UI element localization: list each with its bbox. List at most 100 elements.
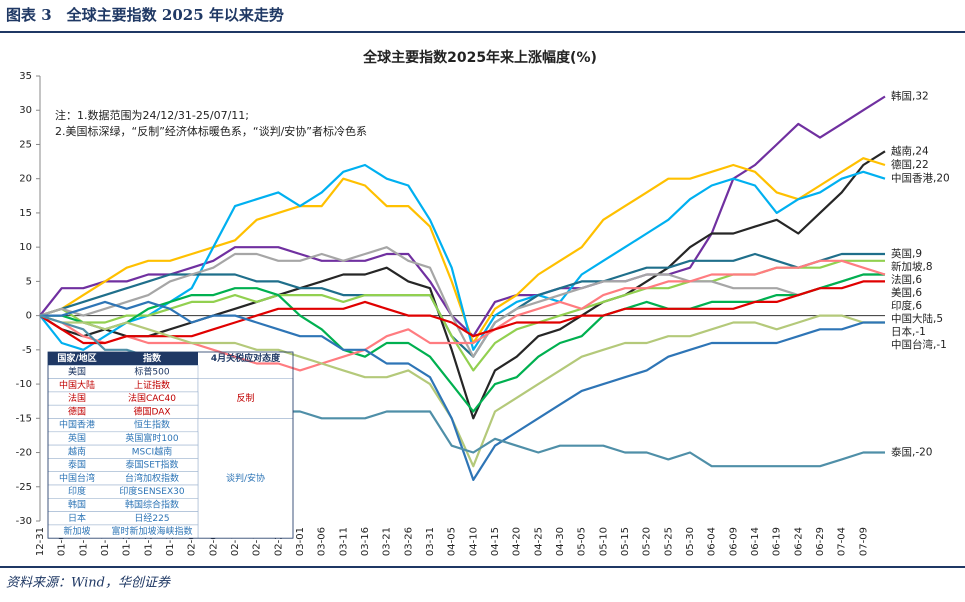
source: 资料来源：Wind，华创证券 [6,576,171,591]
x-tick-label: 06-24 [793,527,804,556]
y-tick-label: 0 [26,311,32,322]
x-tick-label: 01-20 [122,527,133,556]
y-tick-label: 30 [19,105,32,116]
x-tick-label: 02-09 [208,527,219,556]
x-tick-label: 05-05 [577,527,588,556]
x-tick-label: 02-19 [252,527,263,556]
x-tick-label: 04-05 [447,527,458,556]
end-label: 法国,6 [891,273,922,286]
end-label: 日本,-1 [891,325,926,338]
table-header-bg [48,352,198,366]
x-tick-label: 04-30 [555,527,566,556]
x-tick-label: 03-11 [338,527,349,556]
table-cell: 德国DAX [133,405,170,417]
end-label: 韩国,32 [891,90,929,103]
table-cell: 法国 [68,392,86,404]
x-tick-label: 04-20 [512,527,523,556]
x-tick-label: 02-14 [230,527,241,556]
table-attitude-cell [197,418,294,539]
table-cell: 日本 [68,512,86,524]
x-tick-label: 04-10 [468,527,479,556]
x-tick-label: 03-06 [317,527,328,556]
x-tick-label: 03-16 [360,527,371,556]
series-line [39,259,886,372]
table-cell: 泰国SET指数 [126,459,179,471]
y-tick-label: 5 [26,276,32,287]
table-border [47,351,294,539]
table-cell: 越南 [68,445,86,457]
table-cell: 恒生指数 [134,419,170,431]
table-cell: 德国 [68,405,86,417]
x-tick-label: 03-01 [295,527,306,556]
x-tick-label: 04-15 [490,527,501,556]
chart-title: 全球主要指数2025年来上涨幅度(%) [362,49,597,66]
series-line [39,314,885,468]
table-cell: MSCI越南 [132,445,172,457]
x-tick-label: 02-24 [273,527,284,556]
table-cell: 泰国 [68,459,86,471]
table-cell: 上证指数 [134,379,170,391]
table-cell: 法国CAC40 [128,392,176,404]
end-label: 美国,6 [891,286,922,299]
x-tick-label: 05-15 [620,527,631,556]
y-tick-label: 10 [19,242,32,253]
table-cell: 印度 [68,485,86,497]
end-label: 中国台湾,-1 [891,338,947,351]
end-label: 中国大陆,5 [891,312,943,325]
x-tick-label: 06-09 [728,527,739,556]
x-tick-label: 03-31 [425,527,436,556]
x-tick-label: 06-29 [815,527,826,556]
series-line [39,150,886,420]
table-cell: 中国台湾 [59,472,95,484]
y-tick-label: -10 [16,379,32,390]
note: 2.美国标深绿，“反制”经济体标暖色系，“谈判/安协”者标冷色系 [55,124,367,138]
y-tick-label: 35 [19,71,32,82]
table-cell: 日经225 [134,512,169,524]
table-cell: 英国 [68,432,86,444]
table-cell: 韩国 [68,498,86,510]
table-cell: 富时新加坡海峡指数 [111,525,192,537]
table-cell: 中国大陆 [59,379,95,391]
x-tick-label: 03-26 [403,527,414,556]
x-tick-label: 12-31 [35,527,46,556]
y-tick-label: 20 [19,174,32,185]
x-tick-label: 01-15 [100,527,111,556]
table-cell: 台湾加权指数 [125,472,179,484]
x-tick-label: 02-04 [187,527,198,556]
end-label: 德国,22 [891,158,929,171]
end-label: 越南,24 [891,144,929,157]
x-tick-label: 01-25 [143,527,154,556]
x-tick-label: 06-14 [750,527,761,556]
end-label: 新加坡,8 [891,260,933,273]
end-label: 印度,6 [891,299,922,312]
x-tick-label: 07-04 [837,527,848,556]
y-tick-label: -20 [16,448,32,459]
x-tick-label: 01-30 [165,527,176,556]
x-tick-label: 01-05 [57,527,68,556]
end-label: 中国香港,20 [891,172,950,185]
series-line [39,246,885,358]
table-cell: 标普500 [134,365,169,377]
x-tick-label: 05-25 [663,527,674,556]
series-line [40,273,885,413]
x-tick-label: 01-10 [78,527,89,556]
table-cell: 美国 [68,365,86,377]
x-tick-label: 05-10 [598,527,609,556]
series-line [39,95,886,338]
y-tick-label: 25 [19,139,32,150]
table-header: 4月关税应对态度 [211,352,281,364]
y-tick-label: -15 [16,413,32,424]
table-cell: 英国富时100 [125,432,178,444]
end-label: 泰国,-20 [891,446,933,459]
y-tick-label: -30 [16,516,32,527]
table-cell: 新加坡 [63,525,90,537]
x-tick-label: 06-19 [772,527,783,556]
y-tick-label: 15 [19,208,32,219]
x-tick-label: 05-20 [642,527,653,556]
end-label: 英国,9 [891,247,922,260]
table-header: 指数 [143,352,162,364]
x-tick-label: 03-21 [382,527,393,556]
x-tick-label: 06-04 [707,527,718,556]
